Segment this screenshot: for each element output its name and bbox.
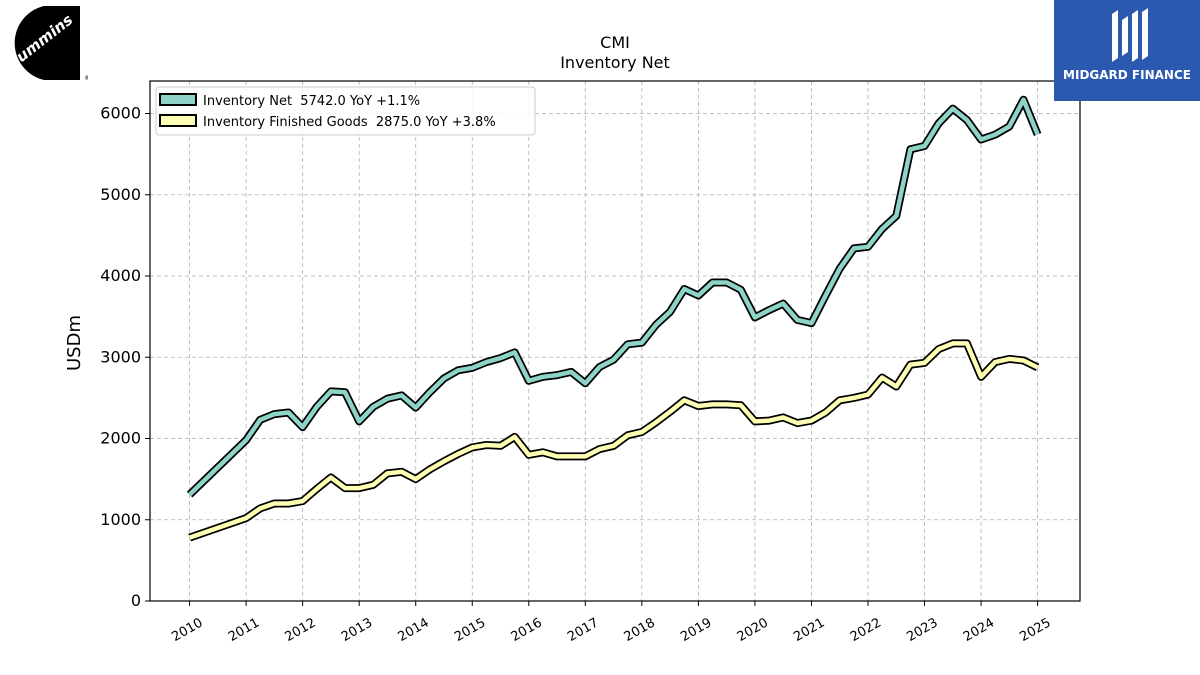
y-tick-label: 2000 <box>100 429 141 448</box>
x-tick-label: 2014 <box>396 615 432 645</box>
series-line-finished-goods <box>188 341 1039 540</box>
grid <box>150 81 1080 602</box>
y-tick-label: 5000 <box>100 185 141 204</box>
legend-label-finished-goods: Inventory Finished Goods 2875.0 YoY +3.8… <box>203 115 496 130</box>
midgard-logo-text: MIDGARD FINANCE <box>1063 68 1191 82</box>
legend-label-inventory-net: Inventory Net 5742.0 YoY +1.1% <box>203 94 420 109</box>
legend-swatch-inventory-net <box>159 93 197 106</box>
series-line-inventory-net <box>188 97 1040 497</box>
x-tick-label: 2017 <box>565 615 601 645</box>
x-tick-label: 2012 <box>282 615 318 645</box>
x-tick-label: 2022 <box>848 615 884 645</box>
x-tick-label: 2013 <box>339 615 375 645</box>
svg-text:®: ® <box>84 75 88 82</box>
x-tick-label: 2023 <box>904 615 940 645</box>
chart-subtitle: Inventory Net <box>560 53 670 72</box>
midgard-finance-logo: MIDGARD FINANCE <box>1054 0 1200 101</box>
y-tick-label: 4000 <box>100 266 141 285</box>
cummins-logo-icon: Cummins ® <box>4 6 90 82</box>
x-tick-label: 2018 <box>622 615 658 645</box>
x-tick-label: 2021 <box>791 615 827 645</box>
legend: Inventory Net 5742.0 YoY +1.1% Inventory… <box>155 86 536 136</box>
x-tick-label: 2011 <box>226 615 262 645</box>
legend-swatch-finished-goods <box>159 114 197 127</box>
y-tick-label: 0 <box>131 591 141 610</box>
x-tick-label: 2016 <box>509 615 545 645</box>
x-tick-label: 2010 <box>169 615 205 645</box>
y-tick-label: 3000 <box>100 347 141 366</box>
y-tick-label: 1000 <box>100 510 141 529</box>
x-axis-ticks: 2010 2011 2012 2013 2014 2015 2016 2017 2018 2019… <box>169 601 1054 645</box>
series-lines <box>186 95 1042 542</box>
y-tick-label: 6000 <box>100 104 141 123</box>
chart-title: CMI <box>600 33 630 52</box>
midgard-logo-icon <box>1112 8 1148 62</box>
x-tick-label: 2024 <box>961 615 997 645</box>
series-outline-finished-goods <box>188 339 1040 542</box>
cummins-logo: Cummins ® <box>4 4 90 84</box>
legend-box <box>155 86 536 136</box>
y-axis-label: USDm <box>64 315 85 371</box>
x-tick-label: 2020 <box>735 615 771 645</box>
x-tick-label: 2015 <box>452 615 488 645</box>
y-axis-ticks: 0 1000 2000 3000 4000 5000 6000 <box>100 104 150 610</box>
x-tick-label: 2025 <box>1017 615 1053 645</box>
x-tick-label: 2019 <box>678 615 714 645</box>
plot-frame <box>149 80 1081 602</box>
